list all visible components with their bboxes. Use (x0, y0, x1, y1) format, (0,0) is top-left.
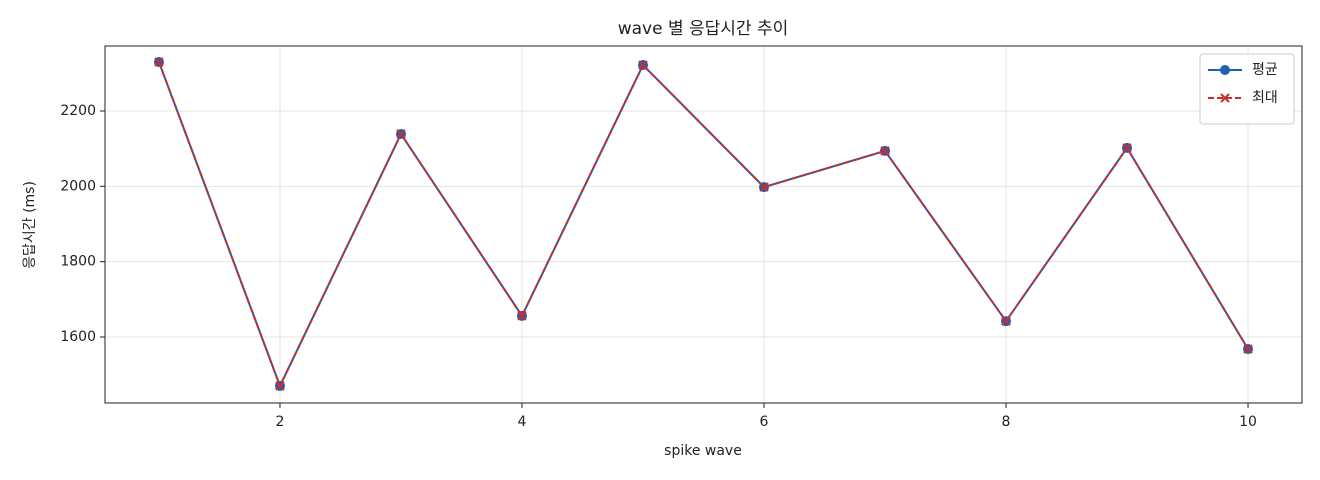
legend-marker (1220, 93, 1230, 103)
point-marker (1243, 344, 1253, 354)
marker-stroke (154, 57, 164, 67)
point-marker (759, 182, 769, 192)
marker-stroke (1001, 316, 1011, 326)
plot-frame (104, 45, 1303, 404)
x-tick-label: 8 (1002, 414, 1011, 430)
x-tick-label: 6 (760, 414, 769, 430)
x-tick-label: 2 (276, 414, 285, 430)
x-tick-label: 4 (518, 414, 527, 430)
point-marker (1122, 143, 1132, 153)
y-tick-label: 1800 (60, 254, 96, 270)
marker-stroke (517, 311, 527, 321)
point-marker (638, 60, 648, 70)
marker-stroke (1122, 143, 1132, 153)
marker-stroke (880, 146, 890, 156)
y-tick-label: 2200 (60, 103, 96, 119)
marker-stroke (759, 182, 769, 192)
legend-box (1199, 53, 1295, 125)
marker-stroke (1243, 344, 1253, 354)
point-marker (1001, 316, 1011, 326)
y-tick-label: 2000 (60, 178, 96, 194)
point-marker (275, 381, 285, 391)
point-marker (154, 57, 164, 67)
marker-stroke (396, 129, 406, 139)
series-line (158, 61, 1249, 389)
point-marker (880, 146, 890, 156)
point-marker (396, 129, 406, 139)
x-tick-label: 10 (1239, 414, 1257, 430)
legend-label: 최대 (1252, 90, 1278, 106)
legend-label: 평균 (1252, 62, 1278, 78)
x-axis-label: spike wave (664, 443, 742, 459)
marker-stroke (638, 60, 648, 70)
y-tick-label: 1600 (60, 329, 96, 345)
marker-stroke (275, 381, 285, 391)
chart-title: wave 별 응답시간 추이 (618, 19, 789, 39)
point-marker (517, 311, 527, 321)
y-axis-label: 응답시간 (ms) (22, 181, 38, 269)
legend-marker (1220, 65, 1230, 75)
